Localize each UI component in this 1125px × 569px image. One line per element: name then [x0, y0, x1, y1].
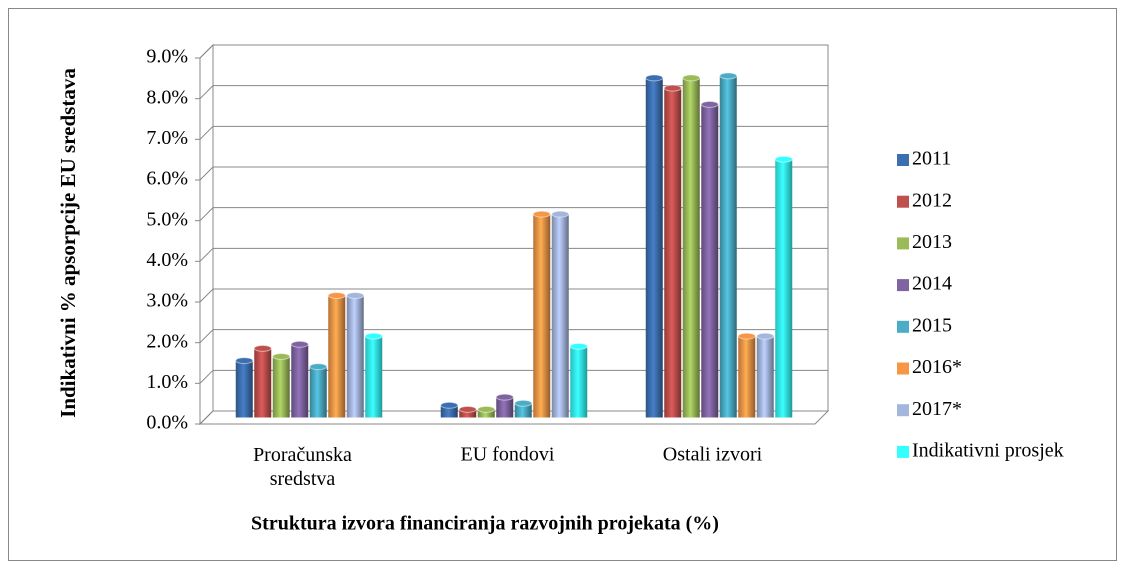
bar-top	[346, 292, 365, 299]
bar-top	[700, 100, 719, 108]
bar-top	[253, 344, 272, 352]
legend-label: 2013	[912, 231, 952, 253]
bar-top	[458, 405, 477, 413]
bar	[328, 295, 346, 418]
bar-top	[477, 405, 496, 413]
bar	[235, 360, 253, 418]
y-tick-label: 4.0%	[146, 249, 188, 271]
legend-label: 2017*	[912, 398, 962, 420]
bar	[309, 366, 327, 418]
legend-swatch	[897, 154, 909, 166]
bar-top	[290, 340, 309, 348]
bar	[664, 88, 682, 418]
bar-top	[719, 72, 738, 80]
bar	[254, 348, 272, 418]
bar-top	[756, 332, 775, 340]
y-tick-label: 3.0%	[146, 290, 188, 312]
bar-top	[682, 74, 701, 82]
legend-label: 2015	[912, 314, 952, 336]
legend-label: 2016*	[912, 356, 962, 378]
bar-top	[532, 210, 551, 218]
bar-top	[737, 332, 756, 340]
x-tick-label: Ostali izvori	[663, 444, 763, 466]
bar-top	[327, 292, 346, 299]
bar	[570, 346, 588, 418]
bar-top	[774, 155, 793, 163]
x-tick-label: Proračunska sredstva	[253, 444, 352, 490]
bar-top	[569, 342, 588, 350]
bar-top	[551, 210, 570, 218]
side-wall	[199, 43, 214, 426]
grid-line	[199, 166, 828, 181]
bar-top	[364, 332, 383, 340]
legend-swatch	[897, 237, 909, 250]
bar	[719, 75, 737, 418]
bar-top	[440, 401, 459, 409]
bar	[477, 409, 495, 418]
grid-line	[199, 44, 828, 59]
y-axis-title: Indikativni % apsorpcije EU sredstava	[56, 68, 80, 418]
grid-line	[199, 410, 828, 425]
bar	[682, 77, 700, 418]
bar	[365, 336, 383, 418]
bar	[291, 344, 309, 418]
bar	[738, 336, 756, 418]
y-tick-label: 9.0%	[146, 46, 188, 68]
y-tick-label: 8.0%	[146, 86, 188, 108]
bar-top	[309, 363, 328, 371]
y-tick-label: 2.0%	[146, 330, 188, 352]
bar	[701, 104, 719, 418]
legend-swatch	[897, 279, 909, 292]
bar-top	[495, 393, 514, 401]
x-axis-title: Struktura izvora financiranja razvojnih …	[251, 513, 719, 535]
grid-line	[199, 369, 828, 384]
grid-line	[199, 125, 828, 140]
legend-swatch	[897, 320, 909, 333]
grid-line	[199, 85, 828, 100]
bar-top	[663, 84, 682, 92]
y-tick-label: 7.0%	[146, 127, 188, 149]
legend-swatch	[897, 362, 909, 375]
grid-line	[199, 288, 828, 303]
bar	[459, 409, 477, 418]
y-tick-label: 1.0%	[146, 371, 188, 393]
bar	[756, 336, 774, 418]
legend-label: 2014	[912, 273, 952, 295]
bar	[514, 403, 532, 418]
bar-top	[235, 357, 254, 365]
bar-top	[514, 399, 533, 407]
bar-top	[272, 353, 291, 360]
bar	[645, 77, 663, 418]
bar	[533, 214, 551, 418]
grid-line	[199, 247, 828, 262]
x-tick-label: EU fondovi	[461, 444, 555, 466]
bar	[551, 214, 569, 418]
bar	[775, 159, 793, 418]
legend-swatch	[897, 445, 909, 458]
y-tick-label: 0.0%	[146, 412, 188, 434]
legend-label: Indikativni prosjek	[912, 439, 1064, 461]
grid-line	[199, 329, 828, 344]
bar-top	[645, 74, 664, 82]
y-tick-label: 6.0%	[146, 168, 188, 190]
bar	[272, 356, 290, 418]
legend-swatch	[897, 404, 909, 417]
bar	[346, 295, 364, 418]
y-tick-label: 5.0%	[146, 208, 188, 230]
bar	[496, 397, 514, 418]
legend-label: 2012	[912, 189, 952, 211]
legend-swatch	[897, 195, 909, 208]
legend-label: 2011	[912, 148, 951, 170]
grid-line	[199, 207, 828, 222]
